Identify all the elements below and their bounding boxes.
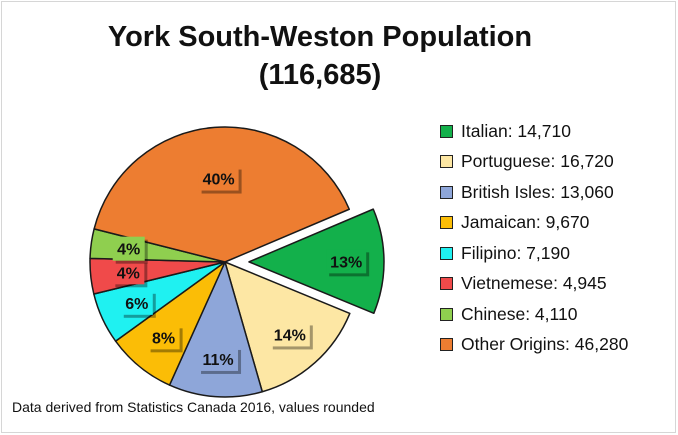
svg-text:4%: 4% bbox=[117, 265, 140, 282]
legend-swatch bbox=[440, 124, 453, 138]
svg-text:11%: 11% bbox=[202, 352, 233, 369]
data-label-filipino: 6% bbox=[120, 290, 156, 318]
svg-text:14%: 14% bbox=[274, 327, 306, 344]
pie-slice-british-isles bbox=[168, 261, 264, 398]
data-label-other-origins: 40% bbox=[198, 166, 242, 194]
legend-label: Italian: 14,710 bbox=[461, 120, 571, 141]
legend-label: Vietnemese: 4,945 bbox=[461, 273, 607, 294]
svg-text:4%: 4% bbox=[117, 242, 140, 259]
chart-title: York South-Weston Population bbox=[107, 21, 533, 53]
legend-label: Filipino: 7,190 bbox=[461, 242, 570, 263]
legend-label: Chinese: 4,110 bbox=[461, 303, 578, 324]
legend-item-filipino: Filipino: 7,190 bbox=[440, 238, 628, 269]
svg-text:6%: 6% bbox=[125, 296, 148, 313]
pie-slice-italian bbox=[248, 208, 385, 315]
legend-swatch bbox=[440, 216, 453, 230]
data-label-portuguese: 14% bbox=[269, 322, 313, 350]
legend: Italian: 14,710 Portuguese: 16,720 Briti… bbox=[440, 116, 628, 360]
legend-swatch bbox=[440, 246, 453, 260]
data-label-chinese: 4% bbox=[112, 236, 148, 264]
data-label-vietnemese: 4% bbox=[112, 260, 148, 288]
svg-text:13%: 13% bbox=[330, 254, 362, 271]
legend-item-portuguese: Portuguese: 16,720 bbox=[440, 147, 628, 178]
footnote: Data derived from Statistics Canada 2016… bbox=[12, 399, 375, 415]
legend-item-chinese: Chinese: 4,110 bbox=[440, 299, 628, 330]
data-label-british-isles: 11% bbox=[198, 346, 242, 374]
legend-item-british-isles: British Isles: 13,060 bbox=[440, 177, 628, 208]
legend-item-other-origins: Other Origins: 46,280 bbox=[440, 330, 628, 361]
legend-label: Other Origins: 46,280 bbox=[461, 334, 629, 355]
legend-swatch bbox=[440, 307, 453, 321]
legend-label: Portuguese: 16,720 bbox=[461, 151, 614, 172]
legend-item-vietnemese: Vietnemese: 4,945 bbox=[440, 269, 628, 300]
legend-swatch bbox=[440, 338, 453, 352]
legend-item-jamaican: Jamaican: 9,670 bbox=[440, 208, 628, 239]
legend-swatch bbox=[440, 155, 453, 169]
legend-label: Jamaican: 9,670 bbox=[461, 212, 590, 233]
svg-text:40%: 40% bbox=[203, 172, 235, 189]
legend-swatch bbox=[440, 277, 453, 291]
pie-slice-other-origins bbox=[93, 126, 351, 263]
svg-text:8%: 8% bbox=[152, 330, 175, 347]
legend-item-italian: Italian: 14,710 bbox=[440, 116, 628, 147]
legend-swatch bbox=[440, 185, 453, 199]
chart-subtitle: (116,685) bbox=[258, 59, 382, 91]
data-label-jamaican: 8% bbox=[147, 325, 183, 353]
data-label-italian: 13% bbox=[326, 249, 370, 277]
legend-label: British Isles: 13,060 bbox=[461, 181, 614, 202]
